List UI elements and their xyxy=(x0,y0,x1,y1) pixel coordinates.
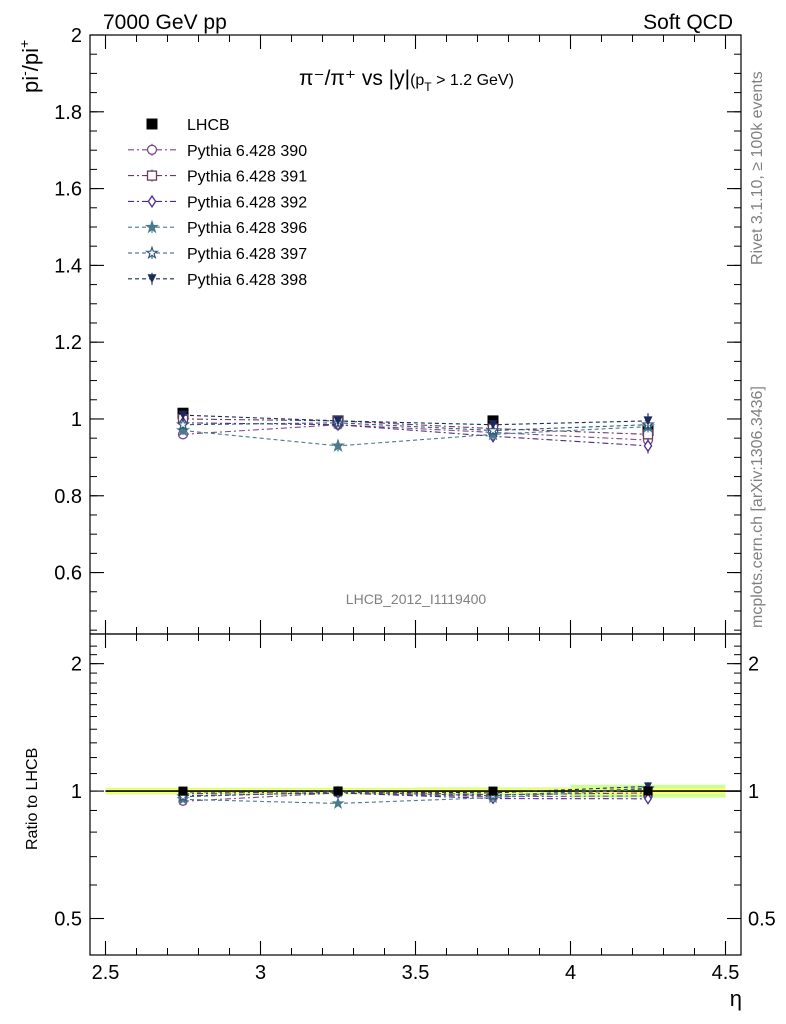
ratio-reference-point xyxy=(178,786,188,796)
legend-item: Pythia 6.428 398 xyxy=(128,272,307,289)
ratio-ytick-label: 0.5 xyxy=(54,909,82,931)
series-4 xyxy=(175,419,656,452)
x-tick-label: 4.5 xyxy=(712,962,740,984)
data-point xyxy=(643,416,653,426)
legend-label: Pythia 6.428 390 xyxy=(187,143,307,160)
header-right: Soft QCD xyxy=(643,11,733,34)
legend-marker xyxy=(147,194,157,208)
ratio-series-line xyxy=(182,788,649,804)
legend-marker xyxy=(144,219,160,234)
main-ylabel: pi-/pi+ xyxy=(16,40,43,93)
x-tick-label: 3.5 xyxy=(402,962,430,984)
ratio-reference-point xyxy=(333,786,343,796)
legend-item: Pythia 6.428 392 xyxy=(128,194,307,211)
legend-marker xyxy=(147,274,157,284)
legend-item: Pythia 6.428 396 xyxy=(128,219,307,237)
x-axis-label: η xyxy=(730,986,742,1011)
series-2 xyxy=(177,413,654,441)
series-line xyxy=(182,418,649,435)
legend-label: Pythia 6.428 398 xyxy=(187,272,307,289)
data-point xyxy=(488,420,498,430)
legend-item: LHCB xyxy=(146,117,230,134)
series-line xyxy=(182,426,649,447)
ratio-point xyxy=(644,792,652,805)
ratio-reference-point xyxy=(488,786,498,796)
main-ytick-label: 2 xyxy=(71,25,82,47)
main-ytick-label: 0.6 xyxy=(54,563,82,585)
data-point xyxy=(175,423,191,437)
data-point xyxy=(175,417,191,431)
ratio-panel: 2.5 3 3.5 4 4.5 0.5 1 2 0.5 1 2 xyxy=(54,633,776,984)
legend-marker xyxy=(146,170,158,181)
data-point xyxy=(333,416,343,426)
x-tick-label: 3 xyxy=(255,962,266,984)
ratio-series-line xyxy=(182,787,649,798)
main-ytick-label: 0.8 xyxy=(54,486,82,508)
ratio-series-line xyxy=(182,792,649,802)
mcplots-label: mcplots.cern.ch [arXiv:1306.3436] xyxy=(749,386,766,628)
plot-title: π⁻/π⁺ vs |y|(pT > 1.2 GeV) xyxy=(299,67,514,94)
rivet-label: Rivet 3.1.10, ≥ 100k events xyxy=(749,71,766,265)
series-6 xyxy=(178,410,653,430)
data-point xyxy=(330,438,346,452)
ratio-series-line xyxy=(182,792,649,800)
data-point xyxy=(643,439,653,453)
analysis-watermark: LHCB_2012_I1119400 xyxy=(346,591,487,607)
legend-label: LHCB xyxy=(187,117,230,134)
legend-label: Pythia 6.428 392 xyxy=(187,194,307,211)
ratio-ytick-label: 2 xyxy=(71,654,82,676)
ratio-point xyxy=(644,782,652,791)
main-panel: 0.6 0.8 1 1.2 1.4 1.6 1.8 2 xyxy=(54,25,742,635)
legend-label: Pythia 6.428 391 xyxy=(187,169,307,186)
legend-item: Pythia 6.428 390 xyxy=(128,143,307,160)
legend-label: Pythia 6.428 397 xyxy=(187,246,307,263)
ratio-ytick-label: 1 xyxy=(71,781,82,803)
ratio-reference-point xyxy=(643,786,653,796)
ratio-ytick-label-right: 0.5 xyxy=(748,909,776,931)
legend-marker xyxy=(146,118,158,130)
data-point xyxy=(485,423,501,437)
main-ytick-label: 1.2 xyxy=(54,332,82,354)
series-line xyxy=(182,424,649,441)
legend-item: Pythia 6.428 391 xyxy=(128,169,307,186)
main-ytick-label: 1.8 xyxy=(54,102,82,124)
series-line xyxy=(182,414,649,426)
data-point xyxy=(178,410,188,420)
x-tick-label: 4 xyxy=(565,962,576,984)
main-ytick-label: 1 xyxy=(71,409,82,431)
legend: LHCB Pythia 6.428 390 Pythia 6.428 391 Pyth… xyxy=(128,117,307,289)
legend-item: Pythia 6.428 397 xyxy=(128,245,307,263)
x-tick-label: 2.5 xyxy=(92,962,120,984)
ratio-ytick-label-right: 2 xyxy=(748,654,759,676)
ratio-series-line xyxy=(182,785,649,794)
series-line xyxy=(182,422,649,447)
main-ytick-label: 1.4 xyxy=(54,255,82,277)
ratio-ytick-label-right: 1 xyxy=(748,781,759,803)
header-left: 7000 GeV pp xyxy=(103,11,227,34)
main-ytick-label: 1.6 xyxy=(54,179,82,201)
legend-label: Pythia 6.428 396 xyxy=(187,220,307,237)
ratio-point xyxy=(331,796,345,810)
legend-marker xyxy=(146,144,158,155)
series-line xyxy=(182,422,649,432)
legend-marker xyxy=(144,245,160,260)
ratio-ylabel: Ratio to LHCB xyxy=(24,748,41,850)
